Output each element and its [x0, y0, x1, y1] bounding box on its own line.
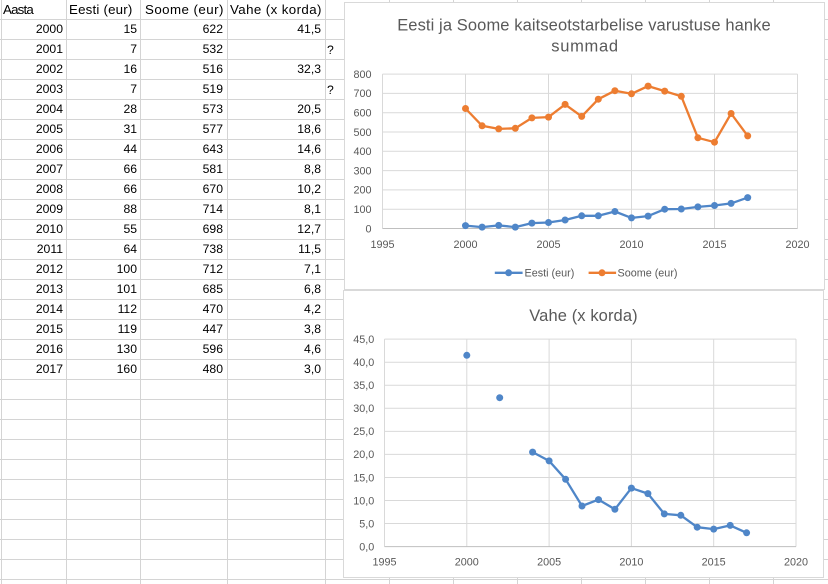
svg-text:2020: 2020	[785, 239, 809, 251]
svg-text:700: 700	[353, 88, 371, 100]
svg-text:2015: 2015	[702, 557, 726, 569]
svg-text:summad: summad	[551, 38, 618, 56]
svg-text:Vahe (x korda): Vahe (x korda)	[529, 307, 637, 325]
svg-text:Eesti ja Soome kaitseotstarbel: Eesti ja Soome kaitseotstarbelise varust…	[397, 16, 771, 34]
svg-text:2010: 2010	[619, 557, 643, 569]
svg-text:15,0: 15,0	[353, 472, 374, 484]
svg-text:30,0: 30,0	[353, 403, 374, 415]
svg-text:300: 300	[353, 165, 371, 177]
svg-text:100: 100	[353, 204, 371, 216]
svg-text:20,0: 20,0	[353, 449, 374, 461]
svg-text:Soome (eur): Soome (eur)	[618, 268, 678, 280]
svg-text:2005: 2005	[536, 239, 560, 251]
svg-text:1995: 1995	[370, 239, 394, 251]
svg-text:400: 400	[353, 146, 371, 158]
svg-text:45,0: 45,0	[353, 334, 374, 346]
svg-text:10,0: 10,0	[353, 495, 374, 507]
svg-text:0: 0	[365, 223, 371, 235]
svg-text:Eesti (eur): Eesti (eur)	[525, 268, 575, 280]
svg-text:200: 200	[353, 185, 371, 197]
svg-text:2015: 2015	[702, 239, 726, 251]
svg-text:25,0: 25,0	[353, 426, 374, 438]
svg-text:2010: 2010	[619, 239, 643, 251]
svg-text:40,0: 40,0	[353, 357, 374, 369]
svg-text:2005: 2005	[537, 557, 561, 569]
svg-text:35,0: 35,0	[353, 380, 374, 392]
svg-text:600: 600	[353, 108, 371, 120]
svg-text:5,0: 5,0	[359, 518, 374, 530]
svg-text:2000: 2000	[453, 239, 477, 251]
svg-text:2020: 2020	[784, 557, 808, 569]
svg-text:1995: 1995	[372, 557, 396, 569]
svg-text:0,0: 0,0	[359, 541, 374, 553]
svg-text:500: 500	[353, 127, 371, 139]
svg-text:2000: 2000	[455, 557, 479, 569]
svg-text:800: 800	[353, 69, 371, 81]
